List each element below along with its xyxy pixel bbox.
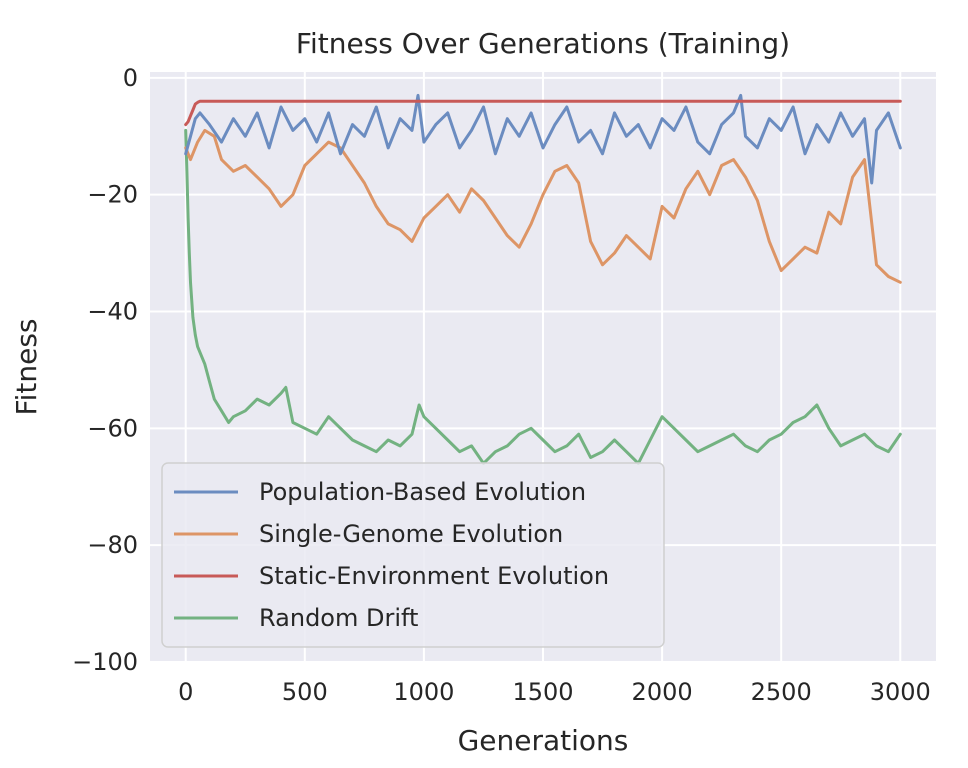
- y-tick-label: −20: [87, 181, 138, 209]
- x-tick-label: 0: [178, 678, 193, 706]
- x-tick-label: 1500: [512, 678, 573, 706]
- x-tick-label: 1000: [393, 678, 454, 706]
- y-tick-label: −60: [87, 414, 138, 442]
- series-line-1: [184, 128, 902, 284]
- x-tick-labels: 0 500 1000 1500 2000 2500 3000: [178, 678, 931, 706]
- x-tick-label: 3000: [870, 678, 931, 706]
- y-tick-label: −80: [87, 531, 138, 559]
- chart-title: Fitness Over Generations (Training): [296, 27, 790, 60]
- x-tick-label: 500: [282, 678, 328, 706]
- y-tick-label: −100: [72, 648, 138, 676]
- series-line-2: [184, 99, 902, 127]
- y-tick-label: −40: [87, 298, 138, 326]
- legend-label-static: Static-Environment Evolution: [259, 562, 609, 590]
- legend-label-population: Population-Based Evolution: [259, 478, 586, 506]
- legend-box: [161, 462, 665, 648]
- series-lines: [184, 93, 902, 465]
- legend-label-drift: Random Drift: [259, 604, 418, 632]
- legend: Population-Based Evolution Single-Genome…: [161, 462, 665, 648]
- x-tick-label: 2000: [632, 678, 693, 706]
- x-tick-label: 2500: [751, 678, 812, 706]
- x-axis-label: Generations: [458, 724, 629, 757]
- y-axis-label: Fitness: [10, 319, 43, 416]
- series-line-3: [184, 128, 902, 465]
- y-tick-labels: 0 −20 −40 −60 −80 −100: [72, 64, 138, 676]
- y-tick-label: 0: [123, 64, 138, 92]
- legend-label-single: Single-Genome Evolution: [259, 520, 563, 548]
- grid-lines: [150, 72, 936, 663]
- series-line-0: [184, 93, 902, 185]
